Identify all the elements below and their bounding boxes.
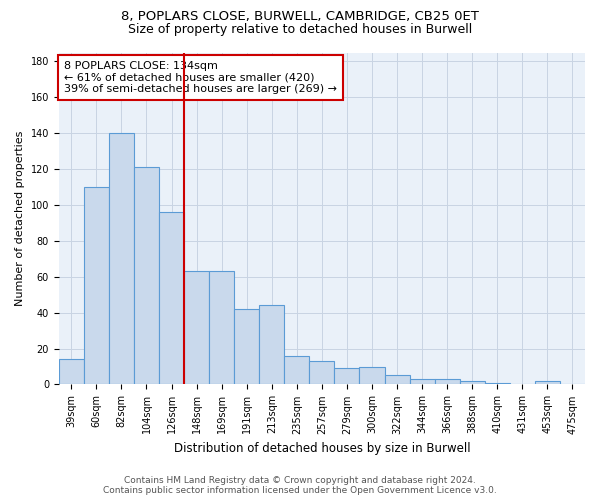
Bar <box>184 272 209 384</box>
Bar <box>434 379 460 384</box>
Bar <box>134 168 159 384</box>
Bar <box>460 381 485 384</box>
Bar <box>385 376 410 384</box>
Text: Size of property relative to detached houses in Burwell: Size of property relative to detached ho… <box>128 22 472 36</box>
Bar <box>84 187 109 384</box>
Bar <box>159 212 184 384</box>
Text: 8, POPLARS CLOSE, BURWELL, CAMBRIDGE, CB25 0ET: 8, POPLARS CLOSE, BURWELL, CAMBRIDGE, CB… <box>121 10 479 23</box>
Text: Contains HM Land Registry data © Crown copyright and database right 2024.
Contai: Contains HM Land Registry data © Crown c… <box>103 476 497 495</box>
Bar <box>310 361 334 384</box>
Bar <box>259 306 284 384</box>
Bar <box>334 368 359 384</box>
Y-axis label: Number of detached properties: Number of detached properties <box>15 131 25 306</box>
Bar <box>209 272 234 384</box>
Text: 8 POPLARS CLOSE: 134sqm
← 61% of detached houses are smaller (420)
39% of semi-d: 8 POPLARS CLOSE: 134sqm ← 61% of detache… <box>64 61 337 94</box>
Bar <box>59 360 84 384</box>
Bar <box>410 379 434 384</box>
X-axis label: Distribution of detached houses by size in Burwell: Distribution of detached houses by size … <box>173 442 470 455</box>
Bar <box>284 356 310 384</box>
Bar <box>535 381 560 384</box>
Bar <box>234 309 259 384</box>
Bar <box>109 133 134 384</box>
Bar <box>359 366 385 384</box>
Bar <box>485 382 510 384</box>
